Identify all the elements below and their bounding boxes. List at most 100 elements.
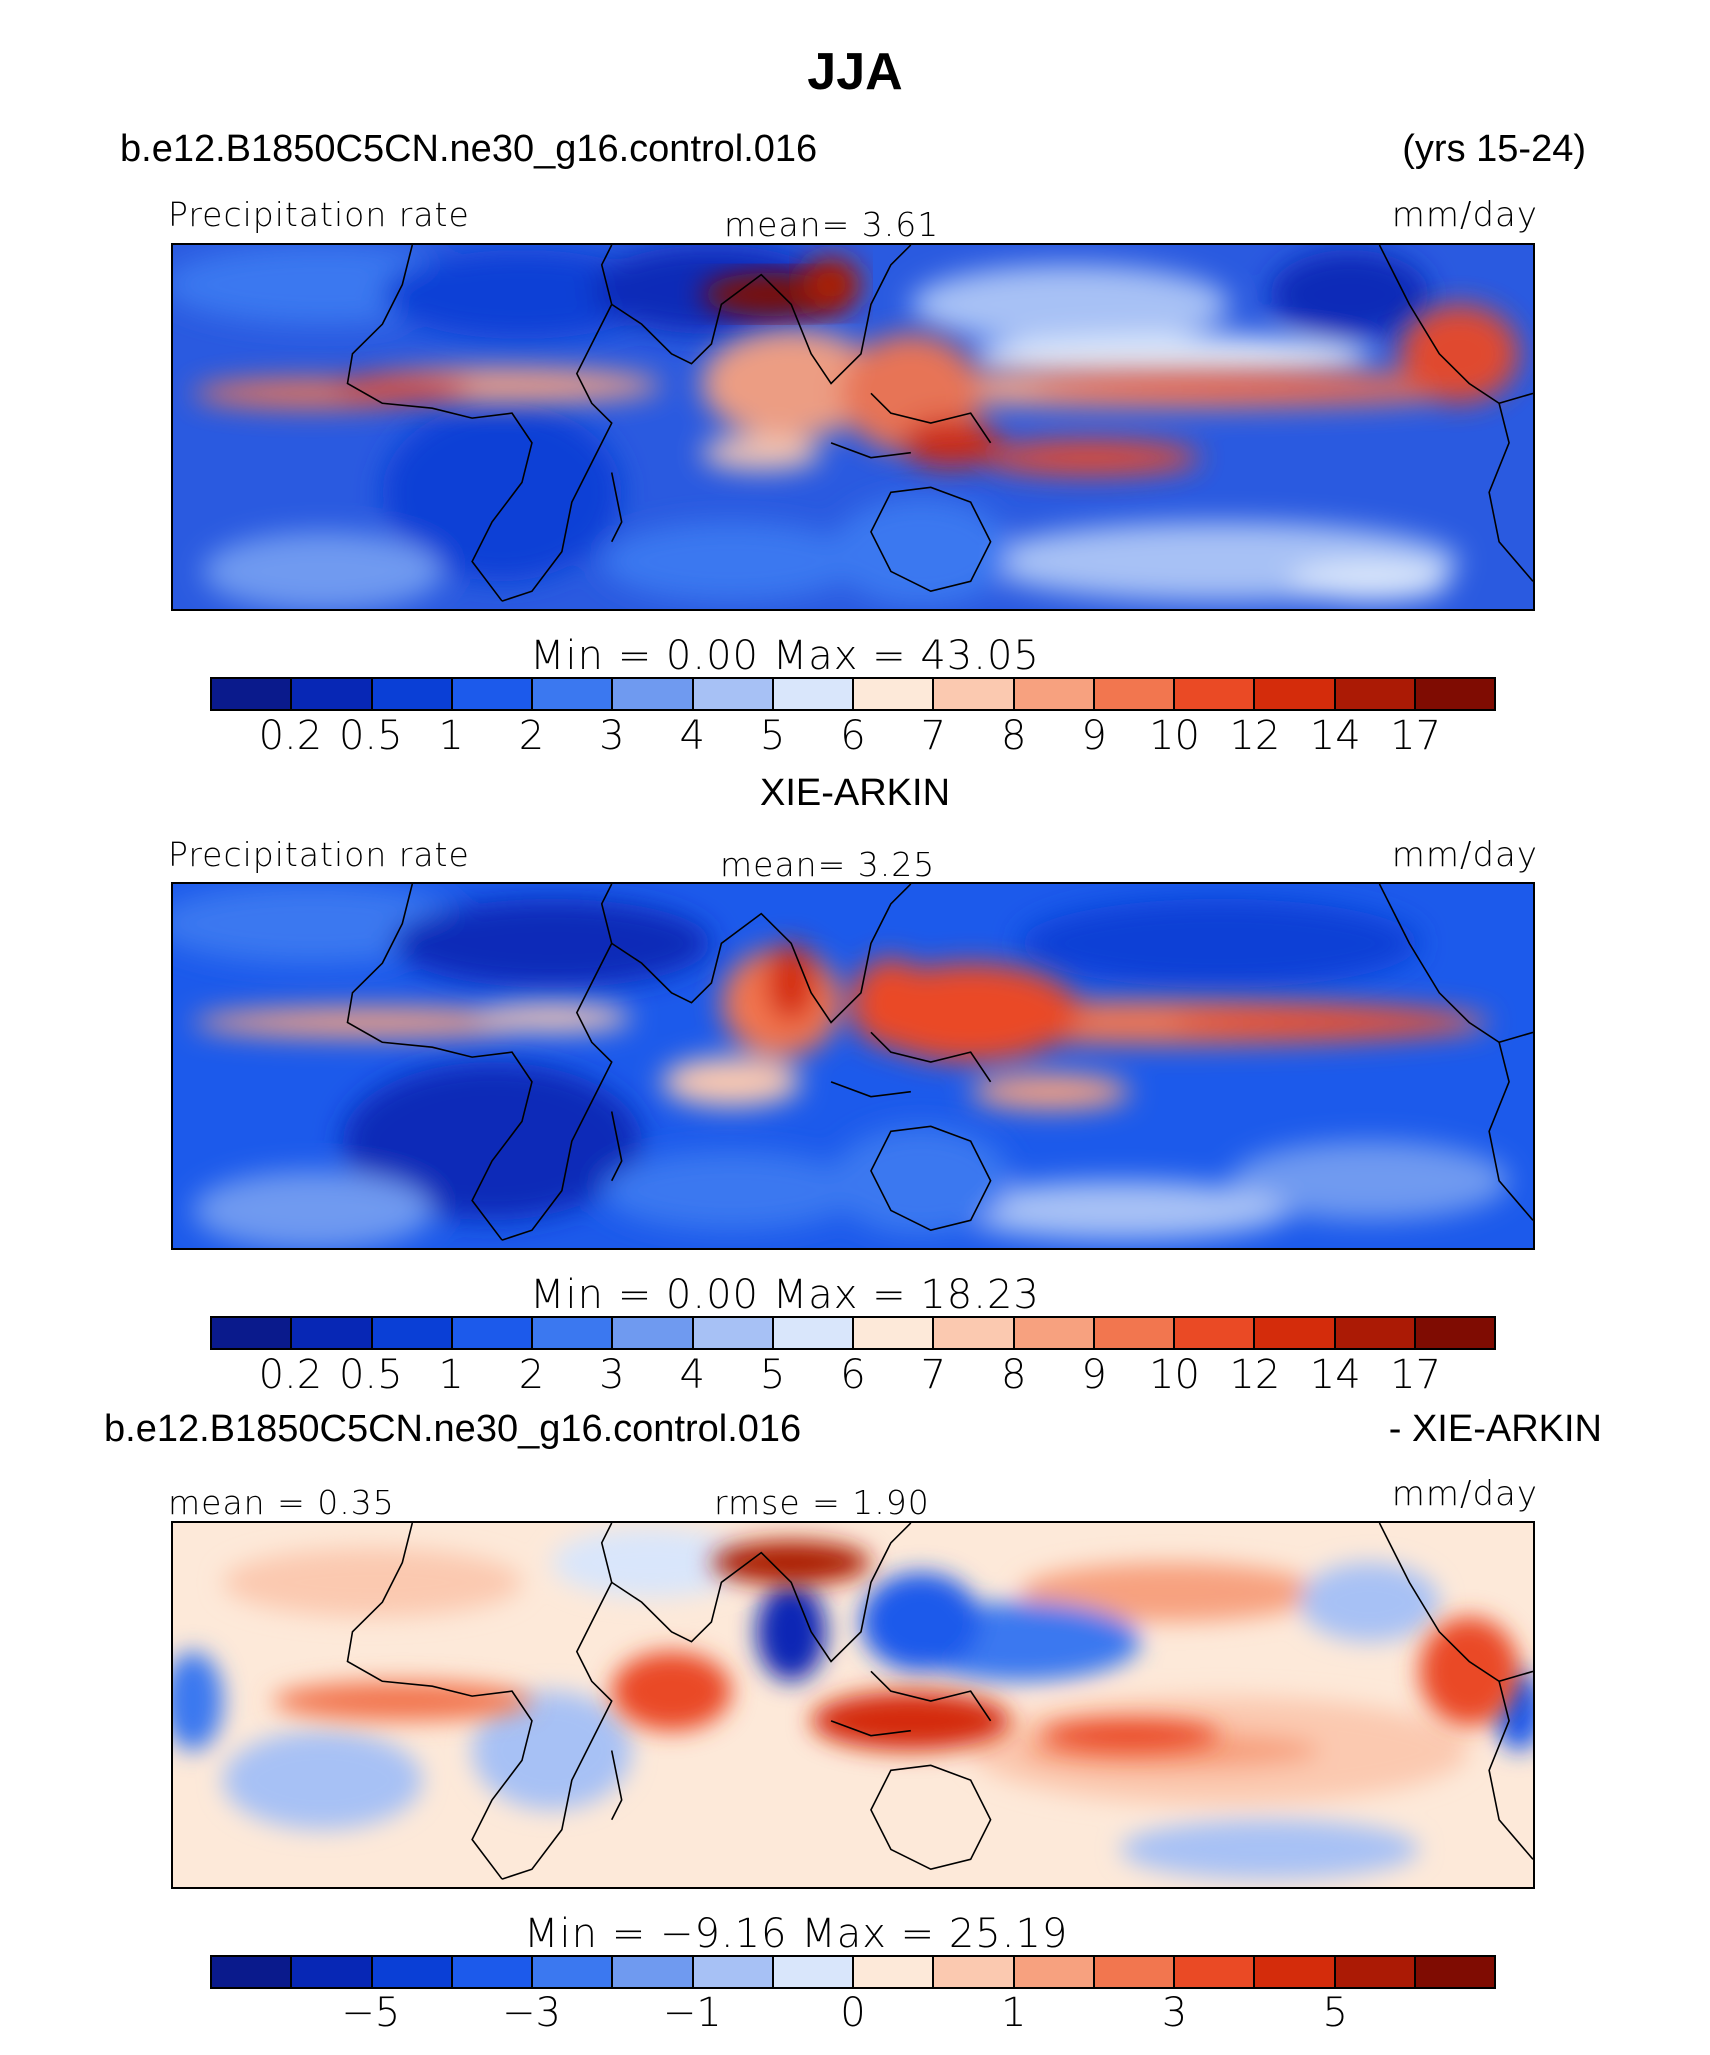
colorbar-tick-label: 6 (840, 713, 866, 759)
colorbar-swatch (613, 679, 694, 709)
colorbar-swatch (372, 1957, 453, 1987)
colorbar-swatch (1014, 1318, 1095, 1348)
colorbar-swatch (1175, 1318, 1256, 1348)
panel3-mean-label: mean = 0.35 (168, 1483, 395, 1522)
colorbar-swatch (934, 1318, 1015, 1348)
colorbar-tick-label: 1 (1001, 1990, 1027, 2036)
colorbar-swatch (854, 679, 935, 709)
panel3-heading-case: b.e12.B1850C5CN.ne30_g16.control.016 (104, 1408, 802, 1450)
colorbar-swatch (292, 1957, 373, 1987)
colorbar-tick-label: 10 (1149, 1352, 1200, 1398)
colorbar-swatch (452, 1957, 533, 1987)
colorbar-tick-label: 14 (1309, 713, 1361, 759)
colorbar-tick-label: 5 (759, 713, 786, 759)
colorbar-swatch (613, 1957, 694, 1987)
colorbar-swatch (1415, 1318, 1494, 1348)
colorbar-tick-label: 17 (1390, 1352, 1442, 1398)
colorbar-tick-label: 12 (1229, 1352, 1281, 1398)
colorbar-tick-label: 1 (438, 1352, 464, 1398)
colorbar-tick-label: 7 (920, 713, 947, 759)
colorbar-swatch (533, 679, 614, 709)
colorbar-swatch (372, 1318, 453, 1348)
colorbar-tick-label: 2 (518, 1352, 545, 1398)
panel3-minmax-label: Min = −9.16 Max = 25.19 (524, 1911, 1069, 1957)
colorbar-tick-label: 14 (1309, 1352, 1361, 1398)
colorbar-tick-label: 8 (1001, 1352, 1027, 1398)
panel2-colorbar (210, 1316, 1496, 1350)
colorbar-swatch (1175, 679, 1256, 709)
colorbar-swatch (693, 679, 774, 709)
panel2-mean-label: mean= 3.25 (720, 845, 936, 884)
colorbar-tick-label: −3 (502, 1990, 561, 2036)
colorbar-swatch (1415, 1957, 1494, 1987)
colorbar-swatch (533, 1318, 614, 1348)
colorbar-swatch (1014, 679, 1095, 709)
panel3-units-label: mm/day (1391, 1474, 1538, 1514)
colorbar-swatch (934, 679, 1015, 709)
colorbar-swatch (1255, 679, 1336, 709)
colorbar-tick-label: 0.5 (338, 713, 403, 759)
colorbar-tick-label: 0.2 (258, 713, 323, 759)
colorbar-tick-label: −1 (662, 1990, 722, 2036)
colorbar-tick-label: 5 (1322, 1990, 1348, 2036)
colorbar-swatch (212, 1957, 293, 1987)
colorbar-swatch (773, 679, 854, 709)
colorbar-tick-label: −5 (341, 1990, 401, 2036)
colorbar-tick-label: 2 (518, 713, 545, 759)
colorbar-swatch (1255, 1318, 1336, 1348)
colorbar-swatch (372, 679, 453, 709)
colorbar-swatch (1014, 1957, 1095, 1987)
years-label: (yrs 15-24) (1402, 128, 1586, 170)
colorbar-swatch (292, 679, 373, 709)
colorbar-swatch (1335, 679, 1416, 709)
colorbar-swatch (1094, 1957, 1175, 1987)
colorbar-swatch (1335, 1318, 1416, 1348)
colorbar-swatch (693, 1957, 774, 1987)
colorbar-tick-label: 0.5 (338, 1352, 403, 1398)
colorbar-tick-label: 3 (599, 713, 625, 759)
colorbar-swatch (613, 1318, 694, 1348)
colorbar-swatch (1415, 679, 1494, 709)
panel3-rmse-label: rmse = 1.90 (714, 1483, 930, 1522)
colorbar-tick-label: 5 (759, 1352, 786, 1398)
colorbar-tick-label: 3 (599, 1352, 625, 1398)
colorbar-tick-label: 4 (679, 1352, 705, 1398)
panel1-units-label: mm/day (1391, 195, 1538, 235)
panel3-difference-map (171, 1521, 1535, 1889)
colorbar-swatch (1094, 679, 1175, 709)
page-title: JJA (807, 43, 903, 101)
colorbar-swatch (212, 679, 293, 709)
colorbar-swatch (773, 1318, 854, 1348)
colorbar-swatch (533, 1957, 614, 1987)
colorbar-tick-label: 4 (679, 713, 705, 759)
colorbar-tick-label: 3 (1161, 1990, 1188, 2036)
colorbar-swatch (854, 1318, 935, 1348)
colorbar-swatch (1255, 1957, 1336, 1987)
colorbar-tick-label: 9 (1081, 713, 1107, 759)
colorbar-tick-label: 0.2 (258, 1352, 323, 1398)
colorbar-swatch (934, 1957, 1015, 1987)
colorbar-tick-label: 9 (1081, 1352, 1107, 1398)
colorbar-swatch (1094, 1318, 1175, 1348)
colorbar-tick-label: 17 (1390, 713, 1442, 759)
colorbar-tick-label: 12 (1229, 713, 1281, 759)
colorbar-tick-label: 8 (1001, 713, 1027, 759)
case-name: b.e12.B1850C5CN.ne30_g16.control.016 (120, 128, 818, 170)
panel2-minmax-label: Min = 0.00 Max = 18.23 (530, 1272, 1040, 1318)
colorbar-swatch (693, 1318, 774, 1348)
panel2-units-label: mm/day (1391, 835, 1538, 875)
colorbar-swatch (854, 1957, 935, 1987)
colorbar-tick-label: 6 (840, 1352, 866, 1398)
colorbar-tick-label: 10 (1149, 713, 1200, 759)
colorbar-swatch (1335, 1957, 1416, 1987)
panel1-precip-map (171, 243, 1535, 611)
panel1-mean-label: mean= 3.61 (724, 205, 940, 244)
colorbar-swatch (292, 1318, 373, 1348)
colorbar-swatch (1175, 1957, 1256, 1987)
colorbar-tick-label: 1 (438, 713, 464, 759)
panel3-colorbar (210, 1955, 1496, 1989)
panel1-variable-label: Precipitation rate (168, 195, 470, 234)
panel3-heading-obs: - XIE-ARKIN (1388, 1408, 1602, 1450)
colorbar-swatch (212, 1318, 293, 1348)
colorbar-swatch (452, 1318, 533, 1348)
